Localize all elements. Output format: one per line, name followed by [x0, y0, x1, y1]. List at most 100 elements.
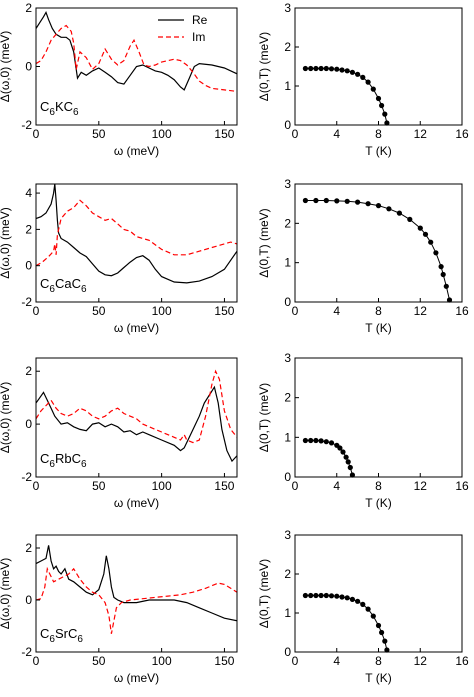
y-tick-label: 2	[25, 364, 32, 378]
y-axis-label: Δ(0,T) (meV)	[257, 208, 271, 277]
series-line-re	[36, 545, 237, 622]
series-line-re	[36, 184, 237, 284]
x-tick-label: 0	[33, 479, 40, 493]
data-point	[339, 594, 345, 600]
x-tick-label: 12	[414, 127, 428, 141]
data-point	[386, 206, 392, 212]
data-point	[360, 601, 366, 608]
data-point	[349, 472, 355, 478]
y-tick-label: 0	[284, 118, 291, 132]
data-point	[318, 65, 324, 72]
x-axis-label: ω (meV)	[114, 144, 159, 158]
data-point	[334, 593, 340, 599]
plot-frame	[294, 183, 463, 303]
y-axis-label: Δ(ω,0) (meV)	[0, 558, 12, 629]
x-tick-label: 150	[214, 654, 234, 668]
data-point	[443, 283, 449, 289]
material-label-main: C	[40, 626, 49, 641]
data-point	[302, 592, 308, 599]
x-tick-label: 0	[33, 654, 40, 668]
data-point	[318, 438, 324, 444]
data-point	[328, 440, 335, 446]
data-point	[328, 593, 335, 599]
series-line-re	[36, 385, 237, 463]
material-label-sub1: 6	[49, 107, 55, 118]
material-label-sub2: 6	[73, 107, 79, 118]
data-point	[323, 592, 329, 599]
data-point	[375, 95, 382, 102]
x-tick-label: 0	[33, 304, 40, 318]
data-point	[407, 216, 413, 222]
series-line-re	[36, 10, 237, 91]
data-point	[344, 68, 350, 74]
x-tick-label: 150	[214, 127, 234, 141]
x-tick-label: 8	[375, 127, 382, 141]
y-tick-label: 0	[284, 645, 291, 659]
data-point	[308, 65, 314, 72]
y-tick-label: 2	[25, 222, 32, 236]
data-point	[340, 449, 346, 455]
x-tick-label: 4	[333, 304, 340, 318]
material-label-sub2: 6	[77, 634, 83, 645]
material-label-main: C	[40, 99, 49, 114]
data-point	[446, 297, 453, 303]
x-tick-label: 150	[214, 304, 234, 318]
data-point	[302, 197, 308, 204]
y-tick-label: 3	[284, 1, 291, 15]
material-label-mid: Sr	[55, 626, 69, 641]
x-tick-label: 4	[333, 479, 340, 493]
material-label-main: C	[40, 276, 49, 291]
y-tick-label: -2	[21, 645, 32, 659]
data-point	[347, 464, 353, 471]
material-label-tail: C	[64, 99, 73, 114]
material-label-sub1: 6	[49, 284, 55, 295]
material-label-mid: Rb	[55, 451, 72, 466]
x-tick-label: 150	[214, 479, 234, 493]
x-tick-label: 12	[414, 304, 428, 318]
series-curve	[305, 68, 388, 124]
material-label-sub2: 6	[81, 284, 87, 295]
series-line-im	[36, 199, 237, 267]
plot-frame	[35, 534, 238, 653]
data-point	[355, 598, 361, 604]
x-tick-label: 50	[92, 127, 106, 141]
material-label: C6CaC6	[40, 276, 87, 295]
x-tick-label: 0	[292, 479, 299, 493]
data-point	[379, 102, 385, 109]
y-tick-label: 1	[284, 256, 291, 270]
series-curve	[305, 200, 450, 301]
y-axis-label: Δ(ω,0) (meV)	[0, 382, 12, 453]
x-tick-label: 100	[152, 127, 172, 141]
x-tick-label: 100	[152, 479, 172, 493]
material-label: C6RbC6	[40, 451, 87, 470]
data-point	[417, 225, 423, 231]
data-point	[365, 201, 371, 207]
x-tick-label: 16	[455, 479, 469, 493]
y-tick-label: 1	[284, 79, 291, 93]
data-point	[355, 199, 361, 205]
data-point	[328, 66, 335, 72]
y-tick-label: 2	[284, 40, 291, 54]
plot-frame	[35, 183, 238, 303]
material-label-main: C	[40, 451, 49, 466]
data-point	[382, 638, 388, 644]
x-tick-label: 16	[455, 654, 469, 668]
y-tick-label: 0	[284, 470, 291, 484]
y-tick-label: 2	[284, 567, 291, 581]
material-label-sub1: 6	[49, 634, 55, 645]
x-tick-label: 4	[333, 127, 340, 141]
series-line-im	[36, 369, 237, 444]
y-tick-label: 2	[284, 391, 291, 405]
data-point	[302, 437, 308, 444]
data-point	[339, 67, 345, 73]
legend: Re Im	[158, 13, 208, 44]
x-tick-label: 4	[333, 654, 340, 668]
x-tick-label: 50	[92, 304, 106, 318]
data-point	[337, 445, 343, 451]
plot-frame	[294, 357, 463, 478]
material-label-tail: C	[68, 626, 77, 641]
